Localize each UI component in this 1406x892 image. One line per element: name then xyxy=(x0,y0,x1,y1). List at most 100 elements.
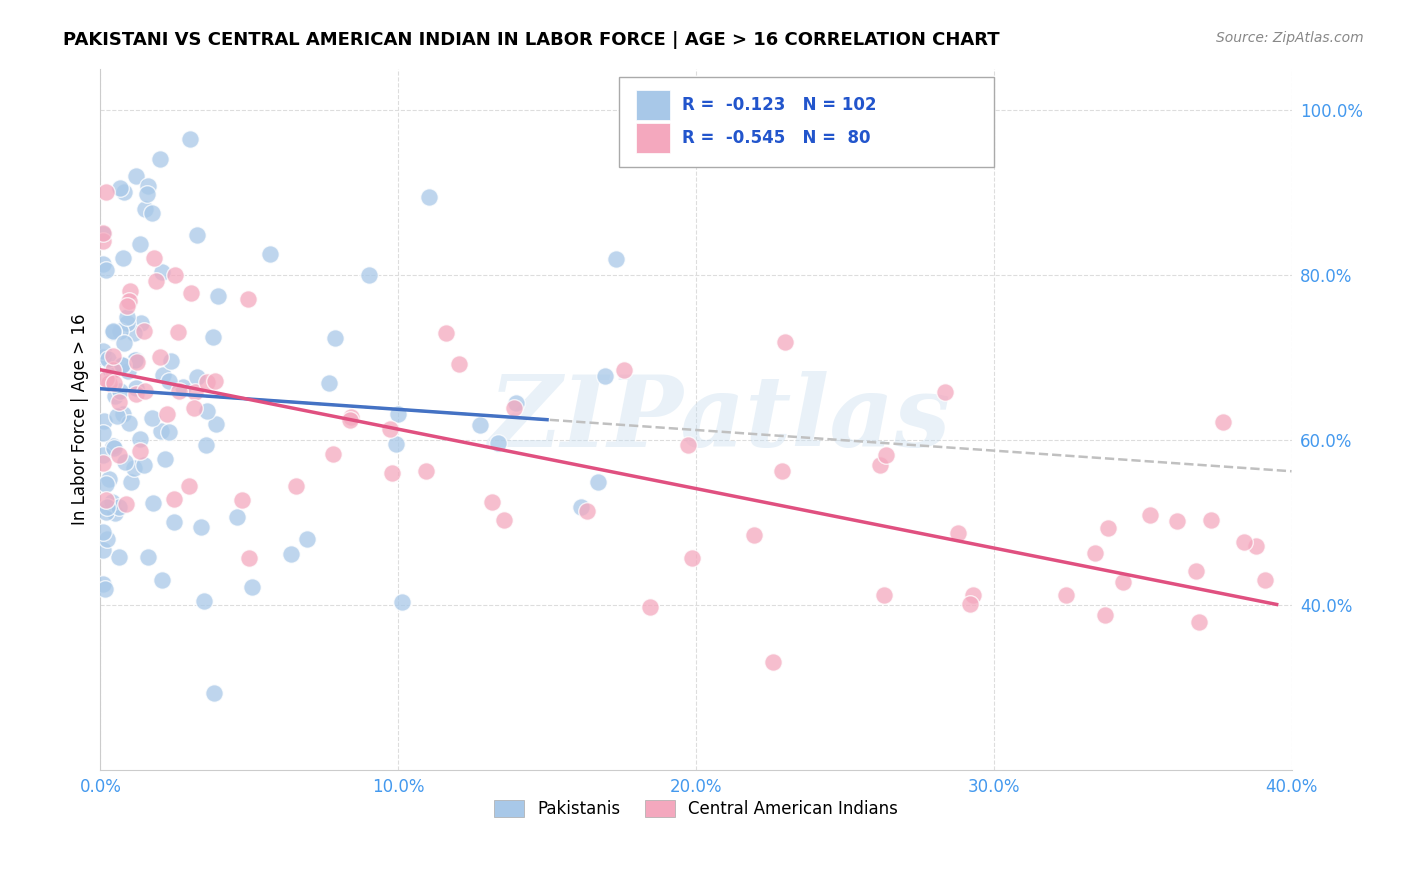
Point xyxy=(163,268,186,282)
Point xyxy=(125,381,148,395)
Point xyxy=(125,386,148,401)
Point xyxy=(91,226,114,240)
Point xyxy=(111,358,134,372)
Point xyxy=(94,582,117,597)
Point xyxy=(595,368,617,383)
Point xyxy=(91,577,114,591)
Point xyxy=(1054,589,1077,603)
Point xyxy=(111,251,134,265)
Point xyxy=(160,354,183,368)
Point xyxy=(959,598,981,612)
Point xyxy=(1084,546,1107,560)
Point xyxy=(359,268,381,282)
Point xyxy=(1188,615,1211,630)
Point xyxy=(172,380,194,394)
Point xyxy=(132,458,155,473)
Point xyxy=(1139,508,1161,522)
Point xyxy=(1166,514,1188,528)
Point xyxy=(605,252,627,266)
Point xyxy=(770,463,793,477)
Point xyxy=(96,532,118,546)
Point xyxy=(93,414,115,428)
Point xyxy=(238,551,260,566)
Point xyxy=(505,395,527,409)
Point xyxy=(100,364,122,378)
Point xyxy=(284,479,307,493)
Text: Source: ZipAtlas.com: Source: ZipAtlas.com xyxy=(1216,31,1364,45)
Point xyxy=(134,202,156,216)
Point xyxy=(108,181,131,195)
Point xyxy=(569,500,592,514)
Point xyxy=(190,519,212,533)
Point xyxy=(94,186,117,200)
Bar xyxy=(637,123,669,153)
Point xyxy=(91,234,114,248)
Point xyxy=(946,525,969,540)
Point xyxy=(322,446,344,460)
Point xyxy=(240,580,263,594)
Point xyxy=(112,359,135,373)
Point xyxy=(91,227,114,241)
Point xyxy=(112,335,135,350)
Point xyxy=(295,532,318,546)
Point xyxy=(138,178,160,193)
Point xyxy=(94,372,117,386)
Point xyxy=(156,407,179,421)
Point xyxy=(97,351,120,366)
Point xyxy=(434,326,457,340)
Y-axis label: In Labor Force | Age > 16: In Labor Force | Age > 16 xyxy=(72,313,89,525)
Point xyxy=(869,458,891,473)
Point xyxy=(108,384,131,398)
Point xyxy=(415,464,437,478)
Point xyxy=(502,401,524,415)
Point xyxy=(1233,535,1256,549)
Point xyxy=(112,186,135,200)
Point xyxy=(124,353,146,368)
Point xyxy=(318,376,340,391)
Point xyxy=(468,417,491,432)
Point xyxy=(1212,416,1234,430)
Point xyxy=(380,421,402,435)
Point xyxy=(638,599,661,614)
Point xyxy=(225,509,247,524)
Point xyxy=(93,525,115,540)
Point xyxy=(101,439,124,453)
Point xyxy=(676,438,699,452)
Point xyxy=(166,325,188,339)
Point xyxy=(136,187,159,202)
Point xyxy=(207,289,229,303)
Point xyxy=(280,548,302,562)
Point xyxy=(103,506,125,520)
Point xyxy=(205,417,228,431)
Point xyxy=(177,479,200,493)
Point xyxy=(934,385,956,400)
Point xyxy=(339,413,361,427)
Point xyxy=(163,491,186,506)
Point xyxy=(108,448,131,462)
Point xyxy=(120,475,142,489)
Point xyxy=(114,455,136,469)
Point xyxy=(94,476,117,491)
Point xyxy=(193,594,215,608)
Point xyxy=(186,369,208,384)
Point xyxy=(91,343,114,358)
Point xyxy=(1199,513,1222,527)
Point xyxy=(385,437,408,451)
Point xyxy=(387,407,409,421)
Point xyxy=(236,293,259,307)
Point xyxy=(149,351,172,365)
Point xyxy=(122,326,145,340)
Point xyxy=(586,475,609,489)
Point xyxy=(129,316,152,330)
Point xyxy=(157,374,180,388)
Point xyxy=(773,334,796,349)
Point xyxy=(150,574,173,588)
Point xyxy=(129,237,152,252)
Point xyxy=(681,550,703,565)
Point xyxy=(153,452,176,467)
Point xyxy=(122,461,145,475)
Point xyxy=(142,496,165,510)
Legend: Pakistanis, Central American Indians: Pakistanis, Central American Indians xyxy=(486,793,905,825)
Point xyxy=(91,448,114,462)
Point xyxy=(108,549,131,564)
